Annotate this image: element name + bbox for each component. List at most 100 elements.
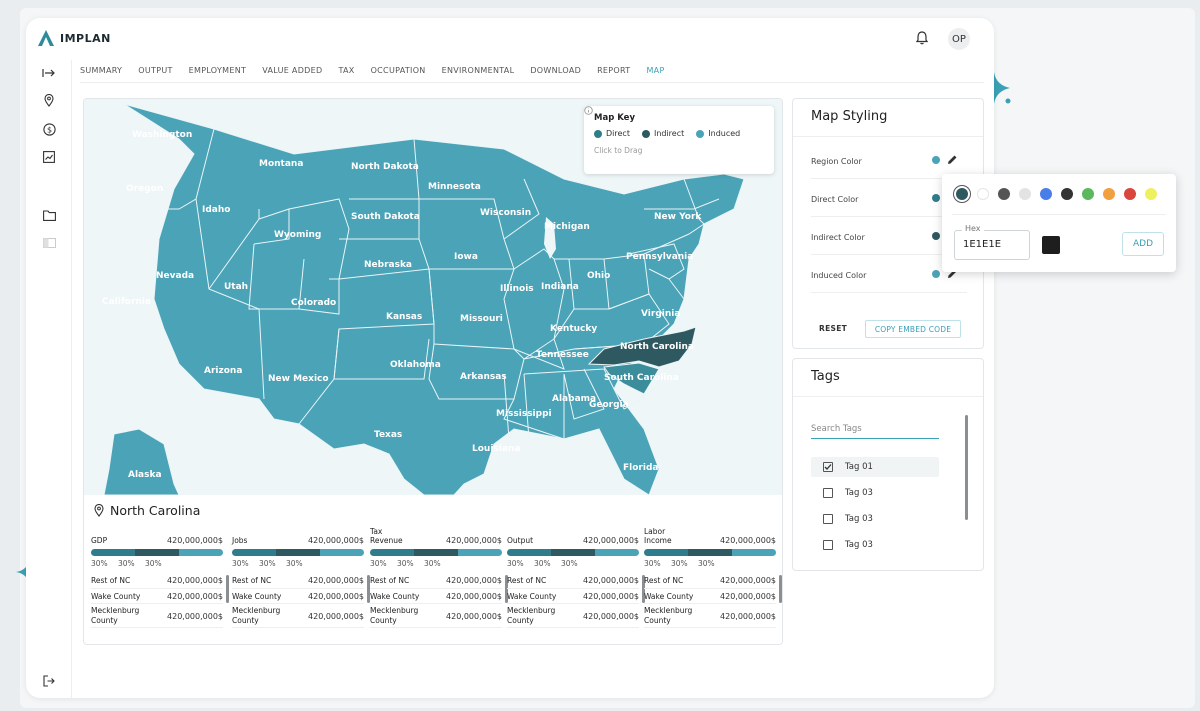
tab-tax[interactable]: TAX bbox=[338, 66, 355, 75]
copy-embed-code-button[interactable]: COPY EMBED CODE bbox=[865, 320, 961, 338]
user-avatar[interactable]: OP bbox=[948, 28, 970, 50]
tab-divider bbox=[80, 82, 984, 83]
hex-input[interactable]: 1E1E1E bbox=[954, 230, 1030, 260]
metric-breakdown[interactable]: Rest of NC 420,000,000$ Wake County 420,00… bbox=[91, 573, 229, 628]
metric-value: 420,000,000$ bbox=[720, 536, 776, 545]
state-label-florida: Florida bbox=[623, 463, 658, 473]
notification-bell-icon[interactable] bbox=[915, 30, 929, 49]
state-label-illinois: Illinois bbox=[500, 284, 534, 294]
tab-map[interactable]: MAP bbox=[646, 66, 665, 75]
state-label-indiana: Indiana bbox=[541, 282, 579, 292]
checkbox-checked-icon[interactable] bbox=[823, 462, 833, 472]
checkbox-icon[interactable] bbox=[823, 514, 833, 524]
search-tags-input[interactable]: Search Tags bbox=[811, 421, 939, 439]
scrollbar[interactable] bbox=[779, 575, 782, 603]
tab-environmental[interactable]: ENVIRONMENTAL bbox=[441, 66, 515, 75]
region-color-label: Region Color bbox=[811, 157, 862, 166]
lake-michigan-shape bbox=[544, 217, 556, 259]
tab-employment[interactable]: EMPLOYMENT bbox=[188, 66, 247, 75]
scrollbar[interactable] bbox=[505, 575, 508, 603]
checkbox-icon[interactable] bbox=[823, 488, 833, 498]
region-color-swatch[interactable] bbox=[932, 156, 940, 164]
swatch-green[interactable] bbox=[1082, 188, 1094, 200]
legend-induced: Induced bbox=[696, 129, 740, 138]
induced-color-swatch[interactable] bbox=[932, 270, 940, 278]
us-map[interactable]: Washington Oregon California Nevada Idah… bbox=[84, 99, 783, 495]
swatch-blue[interactable] bbox=[1040, 188, 1052, 200]
tab-value-added[interactable]: VALUE ADDED bbox=[262, 66, 323, 75]
indirect-color-swatch[interactable] bbox=[932, 232, 940, 240]
swatch-yellow[interactable] bbox=[1145, 188, 1157, 200]
legend-indirect-label: Indirect bbox=[653, 129, 685, 138]
state-label-mississippi: Mississippi bbox=[496, 409, 552, 419]
induced-dot-icon bbox=[696, 129, 705, 138]
state-label-tennessee: Tennessee bbox=[536, 350, 589, 360]
scrollbar[interactable] bbox=[642, 575, 645, 603]
metric-percentages: 30% 30% 30% bbox=[507, 559, 578, 568]
reset-button[interactable]: RESET bbox=[819, 324, 848, 333]
tag-item[interactable]: Tag 03 bbox=[811, 483, 939, 503]
metric-breakdown[interactable]: Rest of NC 420,000,000$ Wake County 420,00… bbox=[232, 573, 370, 628]
state-label-minnesota: Minnesota bbox=[428, 182, 481, 192]
swatch-light-gray[interactable] bbox=[1019, 188, 1031, 200]
swatch-black[interactable] bbox=[1061, 188, 1073, 200]
direct-color-swatch[interactable] bbox=[932, 194, 940, 202]
logo[interactable]: IMPLAN bbox=[36, 28, 111, 48]
scrollbar[interactable] bbox=[965, 415, 968, 520]
state-shape-alaska[interactable] bbox=[103, 428, 180, 495]
metric-card-tax-revenue: Tax Revenue 420,000,000$ 30% 30% 30% Rest o… bbox=[370, 525, 508, 628]
swatch-red[interactable] bbox=[1124, 188, 1136, 200]
indirect-color-row: Indirect Color bbox=[811, 217, 967, 255]
state-label-ohio: Ohio bbox=[587, 271, 610, 281]
tab-report[interactable]: REPORT bbox=[597, 66, 631, 75]
tag-item[interactable]: Tag 01 bbox=[811, 457, 939, 477]
state-shape-south-carolina[interactable] bbox=[603, 362, 660, 395]
metric-card-gdp: GDP 420,000,000$ 30% 30% 30% Rest of NC 420,… bbox=[91, 525, 229, 628]
swatch-teal-dark[interactable] bbox=[956, 188, 968, 200]
add-color-button[interactable]: ADD bbox=[1122, 232, 1164, 256]
metric-card-labor-income: Labor Income 420,000,000$ 30% 30% 30% Rest … bbox=[644, 525, 782, 628]
state-label-louisiana: Louisiana bbox=[472, 444, 520, 454]
tab-summary[interactable]: SUMMARY bbox=[80, 66, 123, 75]
brand-name: IMPLAN bbox=[60, 31, 111, 45]
metric-value: 420,000,000$ bbox=[583, 536, 639, 545]
metric-percentages: 30% 30% 30% bbox=[370, 559, 441, 568]
state-label-south-dakota: South Dakota bbox=[351, 212, 420, 222]
edit-pencil-icon[interactable] bbox=[947, 154, 958, 167]
metric-breakdown[interactable]: Rest of NC 420,000,000$ Wake County 420,00… bbox=[644, 573, 782, 628]
swatch-white[interactable] bbox=[977, 188, 989, 200]
layout-icon[interactable] bbox=[42, 236, 56, 250]
region-name: North Carolina bbox=[110, 503, 201, 518]
location-icon[interactable] bbox=[42, 93, 56, 107]
metric-breakdown[interactable]: Rest of NC 420,000,000$ Wake County 420,00… bbox=[507, 573, 645, 628]
state-shape-west[interactable] bbox=[123, 103, 745, 495]
swatch-orange[interactable] bbox=[1103, 188, 1115, 200]
scrollbar[interactable] bbox=[367, 575, 370, 603]
tab-output[interactable]: OUTPUT bbox=[138, 66, 173, 75]
tag-item[interactable]: Tag 03 bbox=[811, 535, 939, 555]
swatch-gray[interactable] bbox=[998, 188, 1010, 200]
color-preview bbox=[1042, 236, 1060, 254]
tab-occupation[interactable]: OCCUPATION bbox=[370, 66, 426, 75]
metric-percentages: 30% 30% 30% bbox=[91, 559, 162, 568]
state-label-north-carolina: North Carolina bbox=[620, 342, 694, 352]
logout-icon[interactable] bbox=[42, 674, 56, 688]
dollar-icon[interactable]: $ bbox=[42, 122, 56, 136]
state-label-colorado: Colorado bbox=[291, 298, 336, 308]
state-label-alaska: Alaska bbox=[128, 470, 162, 480]
folder-icon[interactable] bbox=[42, 208, 56, 222]
us-map-svg[interactable]: Washington Oregon California Nevada Idah… bbox=[84, 99, 783, 495]
checkbox-icon[interactable] bbox=[823, 540, 833, 550]
state-label-montana: Montana bbox=[259, 159, 303, 169]
metric-breakdown[interactable]: Rest of NC 420,000,000$ Wake County 420,00… bbox=[370, 573, 508, 628]
chart-icon[interactable] bbox=[42, 150, 56, 164]
state-label-alabama: Alabama bbox=[552, 394, 596, 404]
expand-icon[interactable] bbox=[42, 66, 56, 80]
state-label-nevada: Nevada bbox=[156, 271, 194, 281]
tab-download[interactable]: DOWNLOAD bbox=[530, 66, 582, 75]
scrollbar[interactable] bbox=[226, 575, 229, 603]
state-shape-north-carolina[interactable] bbox=[587, 326, 697, 368]
map-key-hint: Click to Drag bbox=[584, 106, 764, 155]
tag-item[interactable]: Tag 03 bbox=[811, 509, 939, 529]
map-key[interactable]: Map Key Direct Indirect Induced bbox=[584, 106, 774, 174]
